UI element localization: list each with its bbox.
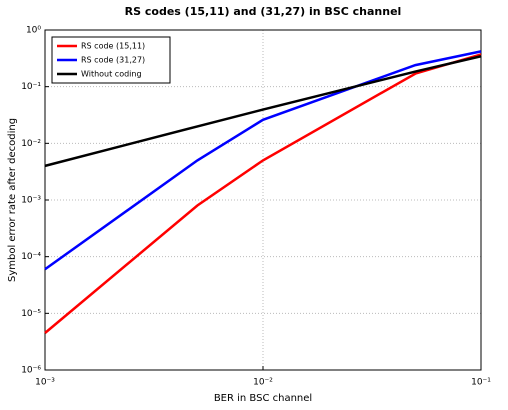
series-line <box>44 55 482 168</box>
y-tick-label: 10⁰ <box>26 26 41 36</box>
legend-label: Without coding <box>81 70 142 79</box>
y-tick-label: 10⁻⁶ <box>21 366 41 376</box>
y-tick-label: 10⁻³ <box>21 196 41 206</box>
plot-frame <box>44 29 482 371</box>
chart-title: RS codes (15,11) and (31,27) in BSC chan… <box>125 5 402 18</box>
x-tick-label: 10⁻³ <box>35 378 55 388</box>
series-line <box>44 50 482 271</box>
x-axis-label: BER in BSC channel <box>214 393 312 404</box>
y-axis-label: Symbol error rate after decoding <box>7 118 18 282</box>
x-tick-label: 10⁻² <box>253 378 273 388</box>
y-tick-label: 10⁻² <box>21 139 41 149</box>
y-tick-label: 10⁻⁴ <box>21 252 41 262</box>
legend-label: RS code (15,11) <box>81 42 145 51</box>
y-tick-label: 10⁻⁵ <box>21 309 41 319</box>
y-tick-label: 10⁻¹ <box>21 82 41 92</box>
x-tick-label: 10⁻¹ <box>471 378 491 388</box>
legend-label: RS code (31,27) <box>81 56 145 65</box>
